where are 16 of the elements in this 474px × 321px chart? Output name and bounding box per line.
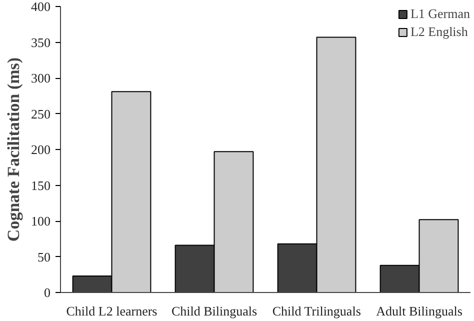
y-tick-label: 400 xyxy=(31,0,50,14)
legend-label: L2 English xyxy=(410,24,468,40)
y-tick-label: 250 xyxy=(31,106,50,122)
x-tick-label: Adult Bilinguals xyxy=(376,304,462,318)
y-tick-label: 100 xyxy=(31,214,50,228)
y-tick-label: 350 xyxy=(31,34,50,50)
x-tick-label: Child Trilinguals xyxy=(272,304,361,318)
y-axis-title: Cognate Facilitation (ms) xyxy=(4,57,23,242)
x-tick-label: Child Bilinguals xyxy=(171,304,258,318)
y-tick-label: 0 xyxy=(44,285,50,300)
y-tick-label: 200 xyxy=(31,142,50,157)
y-tick-label: 50 xyxy=(38,249,50,264)
y-tick-label: 150 xyxy=(31,178,50,193)
legend-label: L1 German xyxy=(410,6,470,22)
x-tick-label: Child L2 learners xyxy=(66,304,158,318)
y-tick-label: 300 xyxy=(31,70,50,86)
